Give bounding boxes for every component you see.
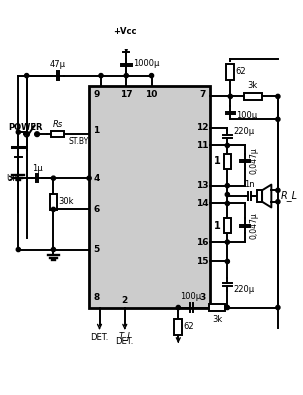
- Text: +Vcc: +Vcc: [113, 27, 137, 36]
- Text: 12: 12: [196, 123, 208, 132]
- Circle shape: [225, 192, 229, 197]
- Text: 1: 1: [93, 126, 100, 135]
- Text: 2: 2: [122, 297, 128, 305]
- Text: 3k: 3k: [248, 81, 258, 90]
- Text: 4: 4: [93, 174, 100, 182]
- Text: 7: 7: [199, 90, 205, 100]
- Circle shape: [176, 305, 180, 310]
- Text: 0,047μ: 0,047μ: [250, 148, 259, 175]
- Text: 100μ: 100μ: [236, 111, 257, 120]
- Circle shape: [276, 199, 280, 204]
- Circle shape: [225, 305, 229, 310]
- Circle shape: [87, 176, 91, 180]
- Text: ST.BY: ST.BY: [68, 137, 88, 145]
- Text: 1000μ: 1000μ: [133, 59, 159, 68]
- Circle shape: [25, 73, 29, 78]
- Text: 1: 1: [214, 156, 221, 166]
- Text: 62: 62: [236, 67, 246, 76]
- Text: 8: 8: [93, 293, 100, 302]
- Text: 47μ: 47μ: [50, 60, 66, 69]
- Text: R_L: R_L: [281, 190, 298, 201]
- Bar: [89, 86, 209, 307]
- Polygon shape: [123, 43, 129, 52]
- Text: DET.: DET.: [115, 337, 134, 346]
- Text: POWER: POWER: [8, 123, 42, 132]
- Circle shape: [225, 201, 229, 205]
- Text: 11: 11: [196, 141, 208, 150]
- Circle shape: [16, 130, 20, 134]
- Bar: [244, 93, 261, 100]
- Bar: [50, 194, 57, 210]
- Bar: [208, 304, 225, 311]
- Text: 220μ: 220μ: [233, 285, 255, 294]
- Text: 1μ: 1μ: [32, 164, 42, 173]
- Bar: [257, 190, 262, 202]
- Text: 17: 17: [120, 90, 133, 99]
- Circle shape: [124, 73, 128, 78]
- Text: UIn: UIn: [7, 174, 21, 182]
- Text: 3k: 3k: [212, 315, 222, 324]
- Bar: [175, 319, 182, 335]
- Text: 1n: 1n: [244, 181, 255, 190]
- Text: DET.: DET.: [90, 333, 109, 342]
- Circle shape: [149, 73, 154, 78]
- Text: T_J: T_J: [119, 332, 131, 341]
- Text: 6: 6: [93, 205, 100, 214]
- Text: 14: 14: [196, 199, 208, 208]
- Text: 13: 13: [196, 181, 208, 190]
- Circle shape: [276, 94, 280, 98]
- Text: 15: 15: [196, 257, 208, 266]
- Text: 100μ: 100μ: [180, 292, 201, 301]
- Circle shape: [51, 207, 55, 211]
- Text: 30k: 30k: [59, 198, 74, 207]
- Circle shape: [225, 260, 229, 263]
- Text: 1: 1: [214, 221, 221, 231]
- Circle shape: [225, 143, 229, 148]
- Circle shape: [228, 94, 232, 98]
- Circle shape: [276, 117, 280, 121]
- Text: 16: 16: [196, 238, 208, 246]
- Circle shape: [225, 240, 229, 244]
- Text: 5: 5: [93, 245, 100, 254]
- Bar: [224, 218, 231, 233]
- Circle shape: [99, 73, 103, 78]
- Circle shape: [51, 247, 55, 252]
- Text: 62: 62: [184, 322, 194, 331]
- Text: Rs: Rs: [53, 120, 63, 129]
- Text: 10: 10: [145, 90, 158, 99]
- Bar: [224, 154, 231, 169]
- Circle shape: [225, 184, 229, 188]
- Text: 220μ: 220μ: [233, 127, 255, 136]
- Circle shape: [35, 132, 39, 137]
- Text: 9: 9: [93, 90, 100, 100]
- Bar: [51, 131, 65, 137]
- Bar: [226, 64, 234, 80]
- Circle shape: [51, 176, 55, 180]
- Text: 3: 3: [199, 293, 205, 302]
- Circle shape: [276, 305, 280, 310]
- Circle shape: [16, 247, 20, 252]
- Circle shape: [276, 188, 280, 192]
- Text: 0,047μ: 0,047μ: [250, 213, 259, 239]
